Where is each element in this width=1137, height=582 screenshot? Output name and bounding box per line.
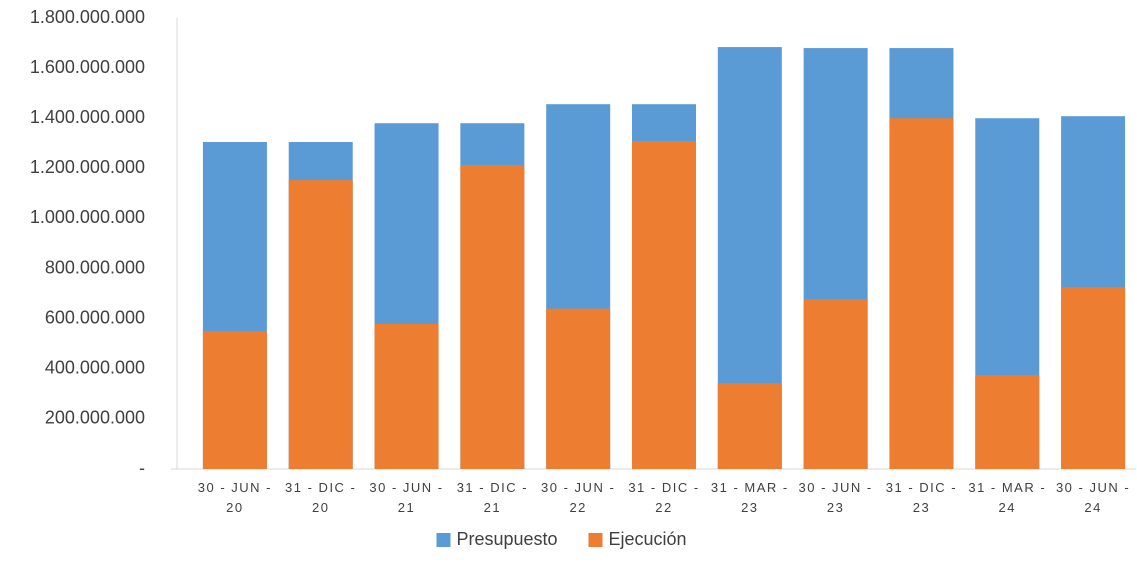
x-tick-label: 30 - JUN - 24 [1055, 480, 1131, 515]
x-tick-label: 31 - DIC - 21 [456, 480, 529, 515]
x-tick-label: 30 - JUN - 23 [798, 480, 873, 515]
bar [374, 323, 439, 469]
x-tick-label: 31 - DIC - 22 [628, 480, 700, 515]
bar [632, 141, 696, 470]
bar [1061, 287, 1126, 469]
y-tick-label: 1.400.000.000 [30, 107, 145, 127]
x-tick-label: 30 - JUN - 20 [197, 480, 273, 515]
y-tick-label: - [139, 458, 145, 478]
legend-label: Presupuesto [457, 529, 558, 549]
bar [460, 165, 525, 469]
y-tick-label: 1.600.000.000 [30, 57, 145, 77]
x-tick-label: 30 - JUN - 22 [541, 480, 616, 515]
bar [803, 299, 868, 469]
x-tick-label: 31 - MAR - 24 [968, 480, 1047, 515]
y-tick-label: 1.800.000.000 [30, 7, 145, 27]
y-tick-label: 800.000.000 [45, 257, 145, 277]
y-tick-label: 1.200.000.000 [30, 157, 145, 177]
bar [288, 180, 353, 470]
x-tick-label: 31 - DIC - 23 [885, 480, 958, 515]
bar [889, 118, 954, 469]
x-tick-label: 31 - DIC - 20 [285, 480, 357, 515]
bar [546, 308, 611, 469]
y-tick-label: 400.000.000 [45, 358, 145, 378]
bar [717, 383, 782, 469]
legend-swatch [436, 533, 451, 547]
y-tick-label: 1.000.000.000 [30, 207, 145, 227]
x-tick-label: 31 - MAR - 23 [710, 480, 789, 515]
y-tick-label: 600.000.000 [45, 307, 145, 327]
bar [975, 375, 1040, 469]
y-tick-label: 200.000.000 [45, 408, 145, 428]
x-tick-label: 30 - JUN - 21 [369, 480, 444, 515]
legend-swatch [588, 533, 603, 547]
bar [202, 330, 267, 469]
legend-label: Ejecución [609, 529, 687, 549]
